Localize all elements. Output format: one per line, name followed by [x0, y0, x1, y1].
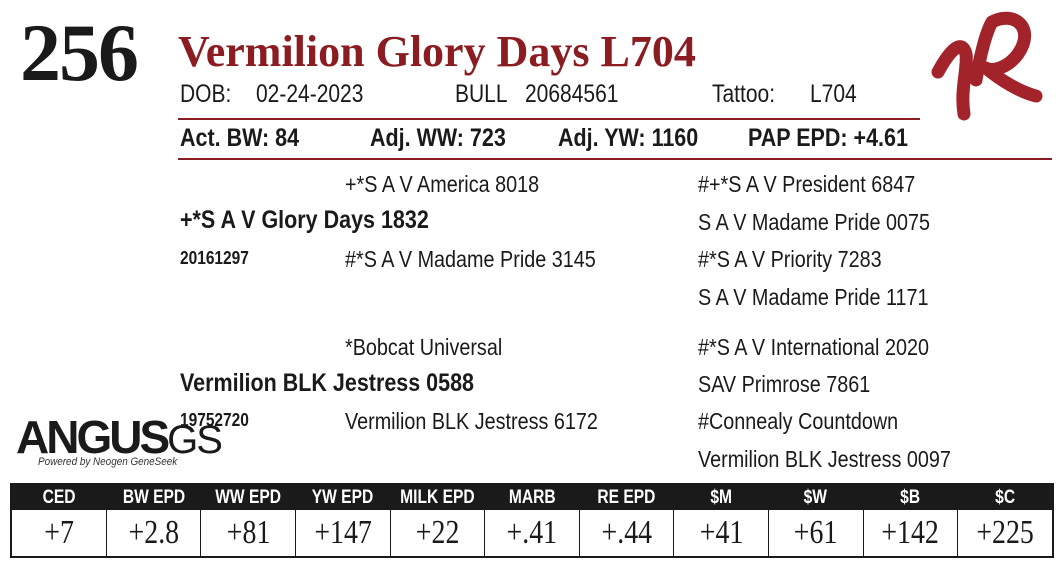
epd-value-cell: +22: [389, 510, 485, 556]
dam-sire-dam: SAV Primrose 7861: [698, 371, 871, 397]
epd-header-cell: MARB EPD: [508, 487, 556, 533]
epd-header-cell: YW EPD: [312, 487, 374, 508]
logo-gs-text: GS: [167, 418, 223, 462]
epd-value-cell: +225: [957, 510, 1052, 556]
tattoo-value: L704: [810, 80, 857, 108]
divider: [178, 118, 920, 120]
sire-dam: #*S A V Madame Pride 3145: [345, 246, 596, 272]
epd-header-cell: $C: [994, 487, 1015, 508]
sex-label: BULL: [455, 80, 508, 108]
epd-header-cell: $M: [710, 487, 732, 508]
sire-dam-sire: #*S A V Priority 7283: [698, 246, 882, 272]
epd-value-cell: +147: [294, 510, 390, 556]
epd-value-cell: +142: [862, 510, 958, 556]
adjusted-yearling-weight: Adj. YW: 1160: [558, 124, 699, 152]
epd-value-cell: +7: [43, 514, 74, 551]
logo-angus-text: ANGUS: [16, 411, 170, 463]
epd-header-cell: BW EPD: [122, 487, 185, 508]
pap-epd: PAP EPD: +4.61: [748, 124, 908, 152]
epd-value-cell: +81: [200, 510, 295, 556]
epd-header-cell: MILK EPD: [400, 487, 475, 508]
epd-header-cell: $W: [803, 487, 828, 508]
sire-sire-dam: S A V Madame Pride 0075: [698, 209, 931, 235]
dam-dam-sire: #Connealy Countdown: [698, 408, 899, 434]
dam-dam-dam: Vermilion BLK Jestress 0097: [698, 446, 951, 472]
epd-header-cell: RE EPD: [597, 487, 656, 508]
dam-dam: Vermilion BLK Jestress 6172: [345, 408, 598, 434]
epd-value-row: +7 +2.8 +81 +147 +22 +.41 +.44 +41 +61 +142 +225: [12, 510, 1052, 556]
epd-header-cell: WW EPD: [215, 487, 282, 508]
dam-sire: *Bobcat Universal: [345, 334, 503, 360]
dam-sire-sire: #*S A V International 2020: [698, 334, 929, 360]
epd-header-row: CED BW EPD WW EPD YW EPD MILK EPD MARB EPD RE …: [12, 485, 1052, 533]
epd-value-cell: +41: [673, 510, 768, 556]
epd-value-cell: +2.8: [105, 510, 201, 556]
dob-label: DOB:: [180, 80, 232, 108]
epd-table: CED BW EPD WW EPD YW EPD MILK EPD MARB EPD RE …: [10, 483, 1054, 558]
dob-value: 02-24-2023: [256, 80, 364, 108]
sire: +*S A V Glory Days 1832: [180, 206, 429, 234]
sire-sire: +*S A V America 8018: [345, 171, 540, 197]
tattoo-label: Tattoo:: [712, 80, 776, 108]
sire-dam-dam: S A V Madame Pride 1171: [698, 284, 929, 310]
adjusted-weaning-weight: Adj. WW: 723: [370, 124, 506, 152]
actual-birth-weight: Act. BW: 84: [180, 124, 300, 152]
sire-sire-sire: #+*S A V President 6847: [698, 171, 916, 197]
angus-gs-logo: ANGUSGS Powered by Neogen GeneSeek: [16, 410, 223, 468]
lot-number: 256: [20, 7, 139, 98]
epd-value-cell: +.41: [484, 510, 579, 556]
registration-number: 20684561: [525, 80, 619, 108]
dam: Vermilion BLK Jestress 0588: [180, 369, 474, 397]
epd-header-cell: CED: [42, 487, 76, 508]
epd-header-cell: $B: [900, 487, 921, 508]
vr-brand-mark-icon: [931, 11, 1043, 121]
epd-value-cell: +.44: [578, 510, 674, 556]
sire-registration: 20161297: [180, 248, 249, 268]
epd-value-cell: +61: [768, 510, 863, 556]
divider: [178, 158, 1052, 160]
dam-registration: 19752720: [180, 410, 249, 430]
animal-name: Vermilion Glory Days L704: [178, 27, 696, 76]
logo-tagline: Powered by Neogen GeneSeek: [38, 456, 178, 468]
